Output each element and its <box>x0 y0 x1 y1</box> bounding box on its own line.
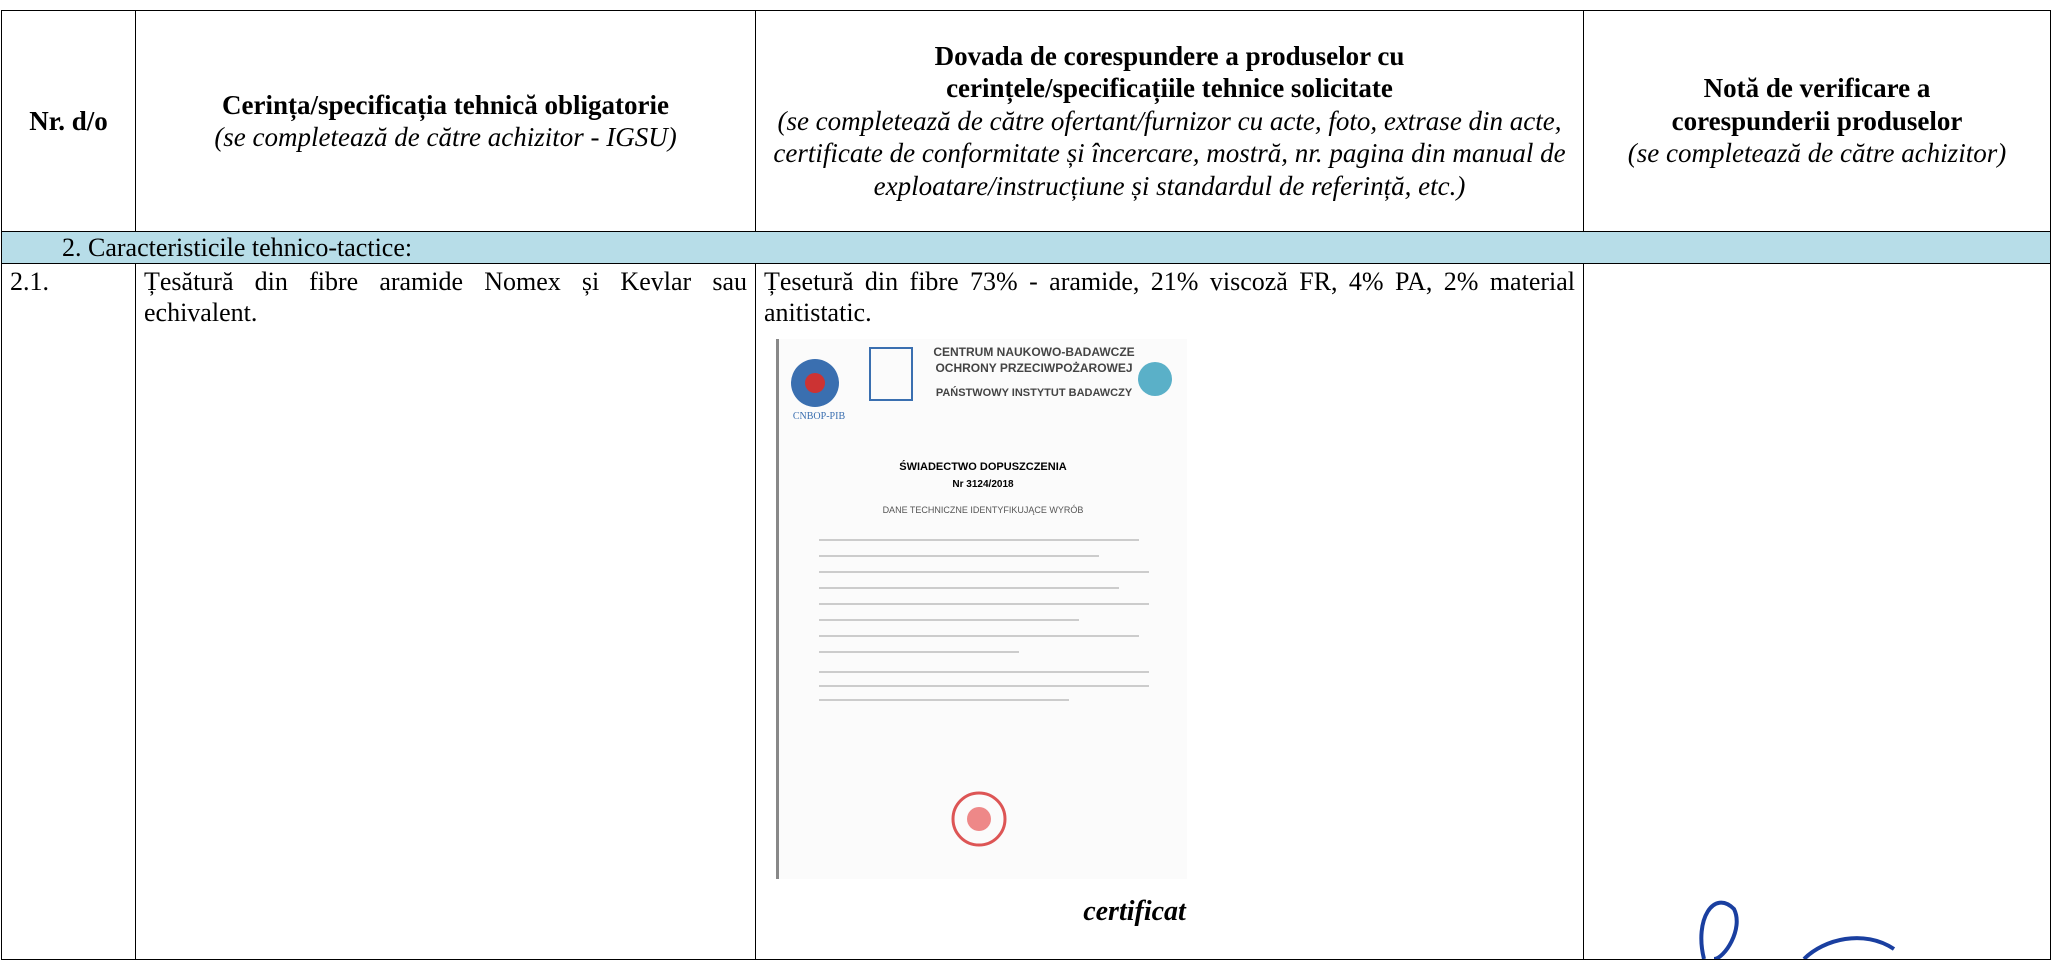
org: OCHRONY PRZECIWPOŻAROWEJ <box>935 360 1133 375</box>
certificate-image: CNBOP-PIB CENTRUM NAUKOWO-BADAWCZE OCHRO… <box>776 338 1187 879</box>
header-text: Notă de verificare a corespunderii produ… <box>1671 73 1963 136</box>
cert-title: ŚWIADECTWO DOPUSZCZENIA <box>899 460 1067 473</box>
badge <box>1138 361 1172 396</box>
logo-text: CNBOP-PIB <box>792 410 846 422</box>
header-cell: Cerința/specificația tehnică obligatorie… <box>135 10 756 232</box>
org: PAŃSTWOWY INSTYTUT BADAWCZY <box>935 386 1133 399</box>
evidence-text: Țesetură din fibre 73% - aramide, 21% vi… <box>764 267 1575 328</box>
section-title: 2. Caracteristicile tehnico-tactice: <box>1 230 2051 265</box>
header-note: (se completează de către achizitor) <box>1627 138 2007 169</box>
header-row: Nr. d/o Cerința/specificația tehnică obl… <box>1 10 2051 232</box>
row-number: 2.1. <box>1 263 136 961</box>
header-note: (se completează de către ofertant/furniz… <box>773 105 1566 201</box>
cert-subtitle: DANE TECHNICZNE IDENTYFIKUJĄCE WYRÓB <box>882 504 1084 515</box>
header-cell: Dovada de corespundere a produselor cu c… <box>755 10 1584 232</box>
spec-table: Nr. d/o Cerința/specificația tehnică obl… <box>1 10 2051 961</box>
section-row: 2. Caracteristicile tehnico-tactice: <box>1 230 2051 265</box>
logo <box>791 358 839 407</box>
verification-cell <box>1583 263 2051 961</box>
requirement: Țesătură din fibre aramide Nomex și Kevl… <box>135 263 756 961</box>
header-cell: Notă de verificare a corespunderii produ… <box>1583 10 2051 232</box>
header-cell: Nr. d/o <box>1 10 136 232</box>
stamp <box>951 791 1007 847</box>
evidence-cell: Țesetură din fibre 73% - aramide, 21% vi… <box>755 263 1584 961</box>
header-text: Dovada de corespundere a produselor cu c… <box>934 41 1405 104</box>
org: CENTRUM NAUKOWO-BADAWCZE <box>933 344 1135 359</box>
header-text: Cerința/specificația tehnică obligatorie <box>222 89 669 120</box>
data-row: 2.1. Țesătură din fibre aramide Nomex și… <box>1 263 2051 961</box>
header-text: Nr. d/o <box>29 105 108 136</box>
header-note: (se completează de către achizitor - IGS… <box>214 122 677 152</box>
signature <box>1699 900 1896 960</box>
cert-number: Nr 3124/2018 <box>952 478 1014 490</box>
caption: certificat <box>1083 895 1186 927</box>
